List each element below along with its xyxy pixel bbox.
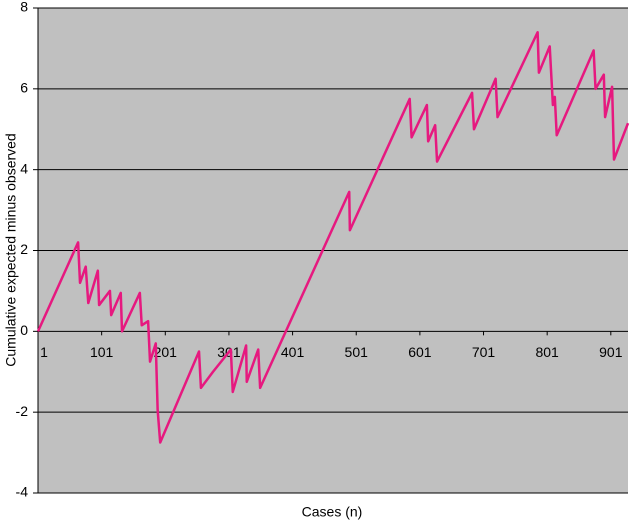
x-tick-label: 101 (90, 344, 114, 360)
x-tick-label: 201 (154, 344, 178, 360)
y-tick-label: 8 (20, 0, 28, 15)
y-tick-label: 4 (20, 160, 28, 176)
x-tick-label: 701 (472, 344, 496, 360)
x-tick-label: 801 (535, 344, 559, 360)
y-tick-label: 2 (20, 241, 28, 257)
x-tick-label: 401 (281, 344, 305, 360)
x-tick-label: 601 (408, 344, 432, 360)
x-axis-label: Cases (n) (302, 504, 363, 520)
y-tick-label: 6 (20, 80, 28, 96)
x-tick-label: 901 (599, 344, 623, 360)
y-tick-label: -4 (16, 484, 29, 500)
data-line (36, 31, 630, 444)
y-tick-label: 0 (20, 322, 28, 338)
y-tick-label: -2 (16, 403, 29, 419)
x-tick-label: 501 (345, 344, 369, 360)
x-tick-label: 1 (40, 344, 48, 360)
y-axis-label: Cumulative expected minus observed (3, 133, 19, 366)
